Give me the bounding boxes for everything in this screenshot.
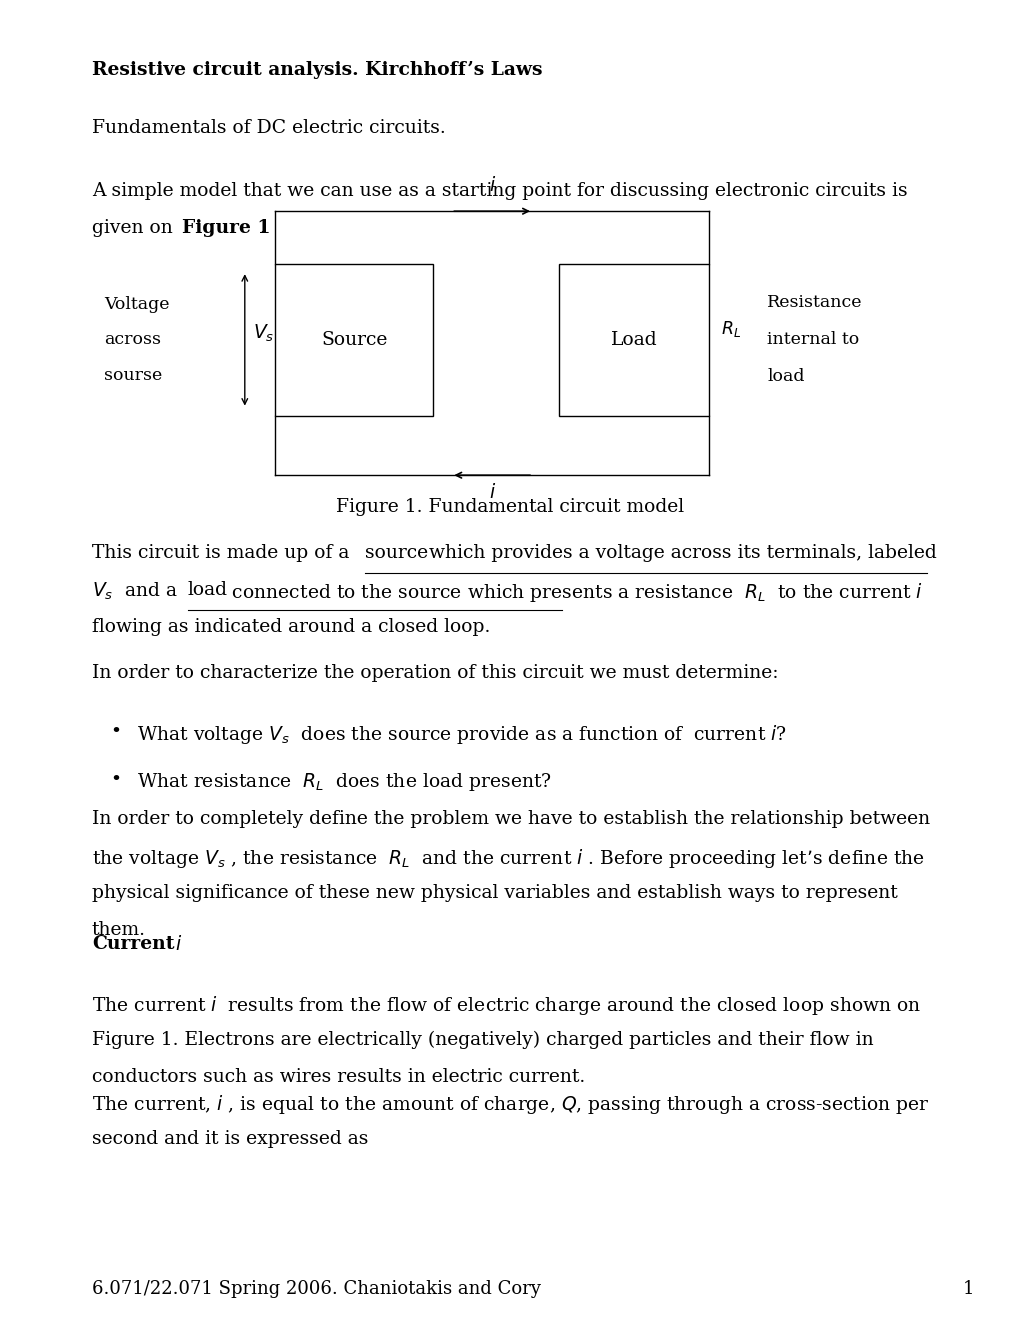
Text: $V_s$  and a: $V_s$ and a <box>92 581 178 602</box>
Text: physical significance of these new physical variables and establish ways to repr: physical significance of these new physi… <box>92 884 897 903</box>
Text: flowing as indicated around a closed loop.: flowing as indicated around a closed loo… <box>92 618 490 636</box>
Text: given on: given on <box>92 219 178 238</box>
Text: conductors such as wires results in electric current.: conductors such as wires results in elec… <box>92 1068 585 1085</box>
Text: internal to: internal to <box>766 331 858 348</box>
Text: The current, $i$ , is equal to the amount of charge, $Q$, passing through a cros: The current, $i$ , is equal to the amoun… <box>92 1093 928 1115</box>
Text: $i$: $i$ <box>488 177 495 195</box>
Text: •: • <box>110 723 121 741</box>
Text: In order to completely define the problem we have to establish the relationship : In order to completely define the proble… <box>92 810 929 829</box>
Text: 1: 1 <box>962 1280 973 1299</box>
Text: second and it is expressed as: second and it is expressed as <box>92 1130 368 1148</box>
Text: sourse: sourse <box>104 367 162 384</box>
Text: Fundamentals of DC electric circuits.: Fundamentals of DC electric circuits. <box>92 119 445 137</box>
Text: $i$: $i$ <box>488 483 495 502</box>
Text: Resistive circuit analysis. Kirchhoff’s Laws: Resistive circuit analysis. Kirchhoff’s … <box>92 61 542 79</box>
Text: Current: Current <box>92 935 174 953</box>
Text: Resistance: Resistance <box>766 294 862 312</box>
Bar <box>558 264 708 416</box>
Text: 6.071/22.071 Spring 2006. Chaniotakis and Cory: 6.071/22.071 Spring 2006. Chaniotakis an… <box>92 1280 540 1299</box>
Text: Figure 1: Figure 1 <box>181 219 270 238</box>
Text: •: • <box>110 771 121 789</box>
Text: The current $i$  results from the flow of electric charge around the closed loop: The current $i$ results from the flow of… <box>92 994 920 1016</box>
Text: across: across <box>104 331 161 348</box>
Text: Figure 1. Fundamental circuit model: Figure 1. Fundamental circuit model <box>335 498 684 516</box>
Text: the voltage $V_s$ , the resistance  $R_L$  and the current $i$ . Before proceedi: the voltage $V_s$ , the resistance $R_L$… <box>92 847 923 870</box>
Text: .: . <box>259 219 265 238</box>
Text: Figure 1. Electrons are electrically (negatively) charged particles and their fl: Figure 1. Electrons are electrically (ne… <box>92 1031 872 1049</box>
Text: A simple model that we can use as a starting point for discussing electronic cir: A simple model that we can use as a star… <box>92 182 907 201</box>
Text: What voltage $V_s$  does the source provide as a function of  current $i$?: What voltage $V_s$ does the source provi… <box>137 723 786 746</box>
Text: $i$: $i$ <box>170 935 183 953</box>
Text: them.: them. <box>92 921 146 940</box>
Text: load: load <box>187 581 227 599</box>
Text: load: load <box>766 368 804 385</box>
Text: What resistance  $R_L$  does the load present?: What resistance $R_L$ does the load pres… <box>137 771 551 793</box>
Text: connected to the source which presents a resistance  $R_L$  to the current $i$: connected to the source which presents a… <box>226 581 922 603</box>
Text: Source: Source <box>321 331 387 348</box>
Text: This circuit is made up of a: This circuit is made up of a <box>92 544 355 562</box>
Bar <box>275 264 433 416</box>
Text: $V_s$: $V_s$ <box>253 322 274 345</box>
Text: Voltage: Voltage <box>104 296 169 313</box>
Text: Load: Load <box>610 331 656 348</box>
Text: $R_L$: $R_L$ <box>720 319 741 339</box>
Text: source: source <box>365 544 428 562</box>
Text: In order to characterize the operation of this circuit we must determine:: In order to characterize the operation o… <box>92 664 777 682</box>
Text: which provides a voltage across its terminals, labeled: which provides a voltage across its term… <box>423 544 936 562</box>
